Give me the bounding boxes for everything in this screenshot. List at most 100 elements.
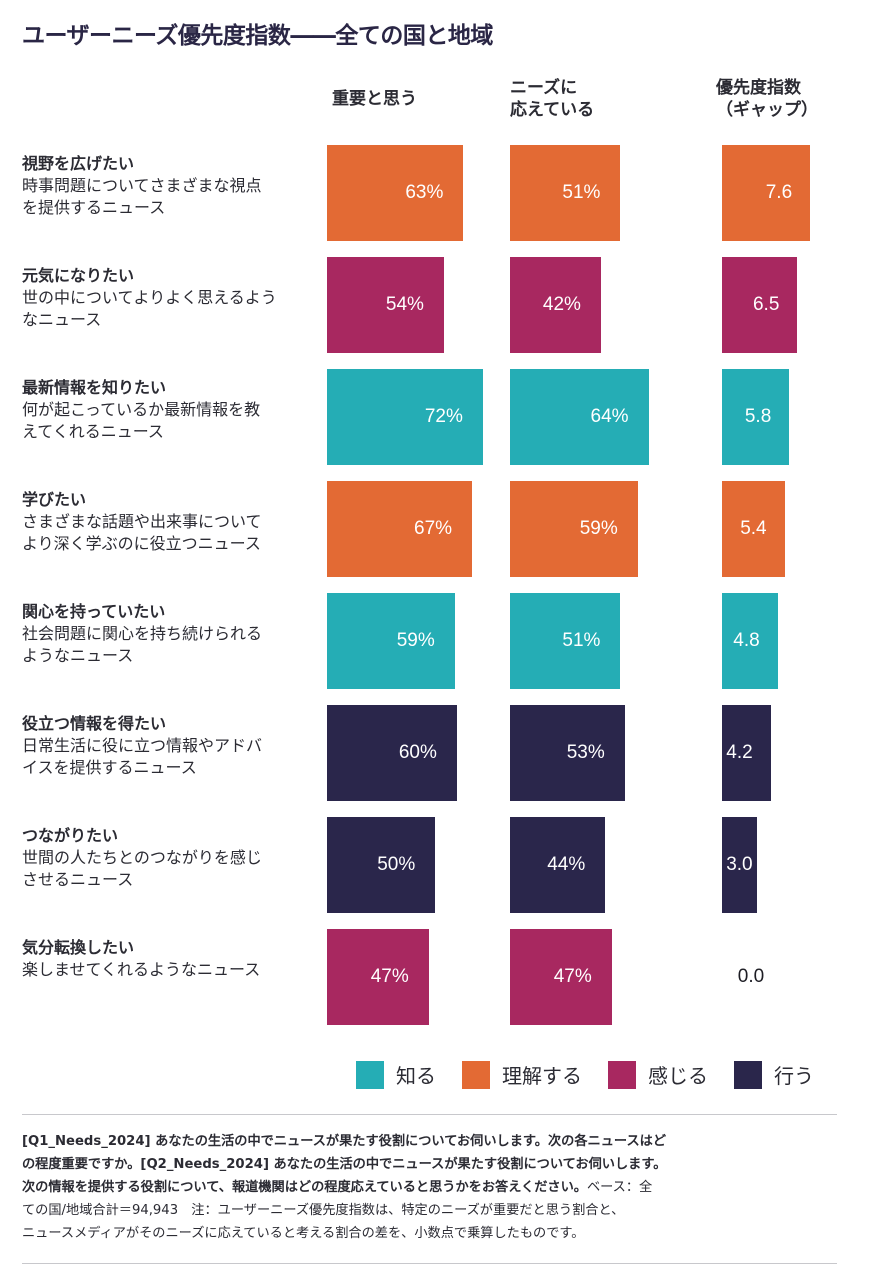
row-description: さまざまな話題や出来事について より深く学ぶのに役立つニュース: [22, 511, 317, 555]
bar-important: 54%: [327, 257, 444, 353]
bar-met: 47%: [510, 929, 612, 1025]
column-header-met: ニーズに 応えている: [510, 77, 594, 121]
row-title: 視野を広げたい: [22, 154, 135, 173]
row-description: 世の中についてよりよく思えるよう なニュース: [22, 287, 317, 331]
row-label: 最新情報を知りたい何が起こっているか最新情報を教 えてくれるニュース: [22, 377, 317, 443]
bar-value-label: 47%: [370, 966, 409, 987]
footnote-line-3-tail: ベース：全: [586, 1180, 653, 1195]
legend-swatch-do: [734, 1060, 762, 1089]
bar-gap: 5.4: [722, 481, 785, 577]
row-title: 学びたい: [22, 490, 87, 509]
bar-met: 59%: [510, 481, 638, 577]
bar-value-label: 5.8: [744, 406, 772, 427]
column-header-gap: 優先度指数 （ギャップ）: [716, 77, 818, 121]
footnote: [Q1_Needs_2024] あなたの生活の中でニュースが果たす役割についてお…: [22, 1130, 837, 1245]
row-description-line: 世の中についてよりよく思えるよう: [22, 288, 277, 307]
bar-important: 50%: [327, 817, 436, 913]
legend-label-do: 行う: [774, 1064, 814, 1088]
row-label: 役立つ情報を得たい日常生活に役に立つ情報やアドバ イスを提供するニュース: [22, 713, 317, 779]
footnote-line-4: ての国/地域合計＝94,943 注：ユーザーニーズ優先度指数は、特定のニーズが重…: [22, 1203, 625, 1218]
bar-value-label: 4.2: [726, 742, 753, 763]
row-description: 日常生活に役に立つ情報やアドバ イスを提供するニュース: [22, 735, 317, 779]
bar-value-label: 6.5: [752, 294, 780, 315]
row-description-line: より深く学ぶのに役立つニュース: [22, 534, 261, 553]
row-description-line: させるニュース: [22, 870, 134, 889]
row-description: 時事問題についてさまざまな視点 を提供するニュース: [22, 175, 317, 219]
legend-item-understand: 理解する: [462, 1060, 582, 1089]
row-label: 元気になりたい世の中についてよりよく思えるよう なニュース: [22, 265, 317, 331]
bar-met: 53%: [510, 705, 625, 801]
footnote-line-5: ニュースメディアがそのニーズに応えていると考える割合の差を、小数点で乗算したもの…: [22, 1226, 585, 1241]
bar-value-label: 0.0: [737, 966, 765, 987]
footnote-bottom-divider: [22, 1263, 837, 1264]
legend-item-know: 知る: [356, 1060, 436, 1089]
bar-value-label: 51%: [562, 630, 601, 651]
bar-value-label: 50%: [377, 854, 416, 875]
bar-value-label: 7.6: [765, 182, 793, 203]
bar-met: 64%: [510, 369, 649, 465]
row-description-line: なニュース: [22, 310, 102, 329]
row-title: 元気になりたい: [22, 266, 135, 285]
row-description-line: えてくれるニュース: [22, 422, 164, 441]
legend-swatch-know: [356, 1060, 384, 1089]
footnote-top-divider: [22, 1114, 837, 1115]
legend-label-know: 知る: [396, 1064, 436, 1088]
footnote-line-3: 次の情報を提供する役割について、報道機関はどの程度応えていると思うかをお答えくだ…: [22, 1176, 837, 1199]
bar-gap: 0.0: [722, 929, 780, 1025]
row-title: 最新情報を知りたい: [22, 378, 167, 397]
legend-swatch-feel: [608, 1060, 636, 1089]
bar-met: 44%: [510, 817, 606, 913]
bar-value-label: 54%: [385, 294, 424, 315]
column-header-gap-line-1: 優先度指数: [716, 78, 801, 98]
bar-met: 51%: [510, 145, 621, 241]
bar-gap: 3.0: [722, 817, 757, 913]
bar-important: 60%: [327, 705, 457, 801]
row-title: 関心を持っていたい: [22, 602, 166, 621]
row-description-line: 日常生活に役に立つ情報やアドバ: [22, 736, 263, 755]
row-description: 社会問題に関心を持ち続けられる ようなニュース: [22, 623, 317, 667]
row-description-line: 時事問題についてさまざまな視点: [22, 176, 262, 195]
bar-important: 63%: [327, 145, 464, 241]
footnote-line-3-bold: 次の情報を提供する役割について、報道機関はどの程度応えていると思うかをお答えくだ…: [22, 1180, 587, 1195]
bar-value-label: 47%: [553, 966, 592, 987]
row-title: 気分転換したい: [22, 938, 135, 957]
row-description-line: さまざまな話題や出来事について: [22, 512, 262, 531]
bar-value-label: 3.0: [726, 854, 753, 875]
column-header-met-line-2: 応えている: [510, 100, 595, 120]
bar-value-label: 59%: [579, 518, 618, 539]
row-description: 世間の人たちとのつながりを感じ させるニュース: [22, 847, 317, 891]
bar-value-label: 42%: [542, 294, 581, 315]
bar-value-label: 60%: [398, 742, 437, 763]
bar-value-label: 72%: [424, 406, 463, 427]
row-description: 楽しませてくれるようなニュース: [22, 959, 317, 981]
legend-swatch-understand: [462, 1060, 490, 1089]
chart-title: ユーザーニーズ優先度指数――全ての国と地域: [22, 23, 493, 49]
legend-item-feel: 感じる: [608, 1060, 708, 1089]
bar-value-label: 64%: [590, 406, 629, 427]
legend-label-understand: 理解する: [502, 1064, 582, 1088]
footnote-line-2: の程度重要ですか。[Q2_Needs_2024] あなたの生活の中でニュースが果…: [22, 1157, 667, 1172]
bar-value-label: 44%: [547, 854, 586, 875]
bar-met: 42%: [510, 257, 601, 353]
row-label: 関心を持っていたい社会問題に関心を持ち続けられる ようなニュース: [22, 601, 317, 667]
row-title: 役立つ情報を得たい: [22, 714, 167, 733]
bar-gap: 4.2: [722, 705, 771, 801]
column-header-important-line: 重要と思う: [332, 89, 417, 109]
bar-important: 59%: [327, 593, 455, 689]
row-title: つながりたい: [22, 826, 119, 845]
row-description-line: を提供するニュース: [22, 198, 166, 217]
row-description-line: イスを提供するニュース: [22, 758, 197, 777]
row-description-line: 何が起こっているか最新情報を教: [22, 400, 261, 419]
bar-gap: 5.8: [722, 369, 790, 465]
row-description-line: 社会問題に関心を持ち続けられる: [22, 624, 263, 643]
bar-met: 51%: [510, 593, 621, 689]
bar-important: 67%: [327, 481, 473, 577]
legend-item-do: 行う: [734, 1060, 814, 1089]
bar-value-label: 4.8: [733, 630, 760, 651]
row-label: 学びたいさまざまな話題や出来事について より深く学ぶのに役立つニュース: [22, 489, 317, 555]
bar-gap: 4.8: [722, 593, 778, 689]
bar-value-label: 63%: [405, 182, 444, 203]
row-description-line: 世間の人たちとのつながりを感じ: [22, 848, 262, 867]
bar-value-label: 53%: [566, 742, 605, 763]
bar-value-label: 67%: [414, 518, 453, 539]
